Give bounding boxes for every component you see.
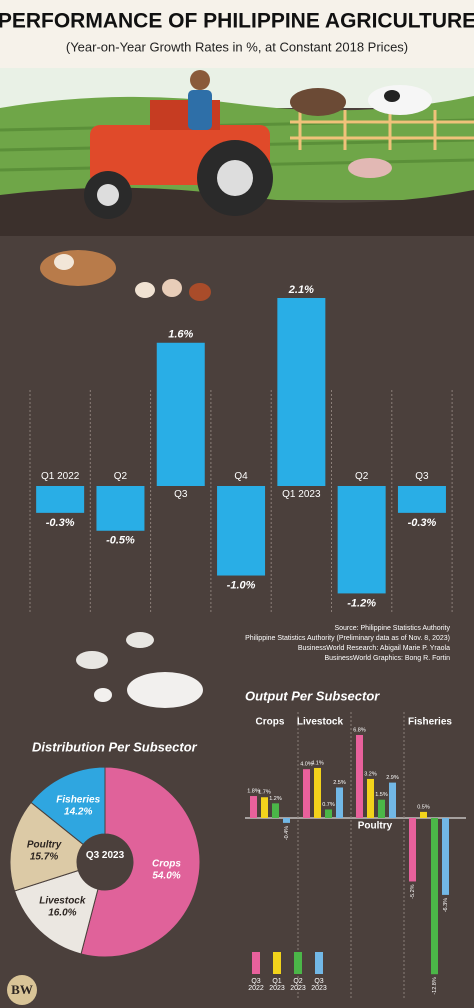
pie-title: Distribution Per Subsector [32, 739, 198, 754]
header-band [0, 0, 474, 68]
legend-swatch [294, 952, 302, 974]
value-label: 0.7% [322, 802, 335, 808]
bar [378, 799, 385, 818]
bar [431, 818, 438, 975]
bar [336, 787, 343, 818]
value-label: -6.3% [443, 898, 449, 912]
category-label: Q3 [174, 489, 188, 500]
credit-line: BusinessWorld Graphics: Bong R. Fortin [324, 655, 450, 662]
bar [96, 486, 145, 531]
bar [397, 486, 446, 513]
value-label: 1.6% [168, 329, 193, 341]
value-label: 4.1% [311, 760, 324, 766]
slice-label: Livestock [39, 896, 86, 907]
slice-value: 15.7% [30, 851, 58, 862]
value-label: 1.7% [258, 790, 271, 796]
bar [303, 769, 310, 818]
pie-center-label: Q3 2023 [85, 850, 125, 861]
legend-label: Q1 2023 [269, 978, 285, 993]
bar [442, 818, 449, 895]
tractor [84, 70, 273, 219]
bar [420, 811, 427, 818]
pie-slice [30, 766, 106, 846]
value-label: -0.3% [408, 517, 437, 529]
pie-slice [80, 766, 201, 958]
value-label: 1.8% [247, 788, 260, 794]
slice-label: Poultry [27, 839, 62, 850]
bar [261, 797, 268, 818]
pie-slice [9, 801, 84, 892]
value-label: -12.8% [432, 977, 438, 995]
credit-line: Source: Philippine Statistics Authority [334, 625, 450, 632]
grouped-title: Output Per Subsector [245, 688, 380, 703]
bar [277, 298, 326, 486]
value-label: 2.1% [288, 284, 314, 296]
bar [217, 486, 266, 576]
fence [290, 110, 474, 150]
bar [356, 735, 363, 818]
credit-line: Philippine Statistics Authority (Prelimi… [245, 635, 450, 642]
bar [156, 342, 205, 486]
bar [325, 809, 332, 818]
legend-label: Q3 2022 [248, 978, 264, 993]
value-label: -1.2% [347, 597, 376, 609]
value-label: 1.5% [375, 792, 388, 798]
category-label: Q2 [113, 470, 128, 482]
category-label: Q3 [415, 470, 429, 482]
group-label: Livestock [297, 717, 344, 728]
legend-label: Q2 2023 [290, 978, 306, 993]
value-label: -0.5% [106, 535, 135, 547]
animals [40, 85, 432, 708]
credit-line: BusinessWorld Research: Abigail Marie P.… [298, 645, 450, 652]
bar [283, 818, 290, 823]
chart-title: PERFORMANCE OF PHILIPPINE AGRICULTURE [0, 10, 474, 33]
value-label: 3.2% [364, 771, 377, 777]
bar [250, 796, 257, 818]
legend-swatch [315, 952, 323, 974]
bar [389, 782, 396, 818]
category-label: Q4 [234, 470, 248, 482]
bar [367, 778, 374, 818]
bar [272, 803, 279, 818]
slice-value: 16.0% [48, 908, 76, 919]
value-label: 2.9% [386, 775, 399, 781]
slice-value: 14.2% [64, 807, 92, 818]
value-label: -5.2% [410, 884, 416, 898]
value-label: -0.4% [284, 826, 290, 840]
value-label: 1.2% [269, 796, 282, 802]
pie-center [79, 836, 131, 888]
group-label: Poultry [358, 821, 393, 832]
value-label: 6.8% [353, 727, 366, 733]
chart-subtitle: (Year-on-Year Growth Rates in %, at Cons… [66, 39, 408, 54]
value-label: 4.0% [300, 762, 313, 768]
category-label: Q1 2023 [282, 489, 321, 500]
pie-slice [13, 869, 99, 955]
bar [36, 486, 85, 513]
slice-label: Crops [152, 859, 181, 870]
logo: BW [11, 982, 33, 997]
group-label: Crops [256, 717, 285, 728]
value-label: 0.5% [417, 804, 430, 810]
legend-swatch [252, 952, 260, 974]
slice-value: 54.0% [152, 871, 180, 882]
value-label: -1.0% [227, 579, 256, 591]
value-label: -0.3% [46, 517, 75, 529]
group-label: Fisheries [408, 717, 452, 728]
bar [314, 767, 321, 818]
bar [409, 818, 416, 882]
slice-label: Fisheries [56, 795, 100, 806]
value-label: 2.5% [333, 780, 346, 786]
category-label: Q2 [354, 470, 369, 482]
legend-label: Q3 2023 [311, 978, 327, 993]
logo-badge [7, 975, 37, 1005]
legend-swatch [273, 952, 281, 974]
bar [337, 486, 386, 594]
category-label: Q1 2022 [40, 470, 80, 482]
